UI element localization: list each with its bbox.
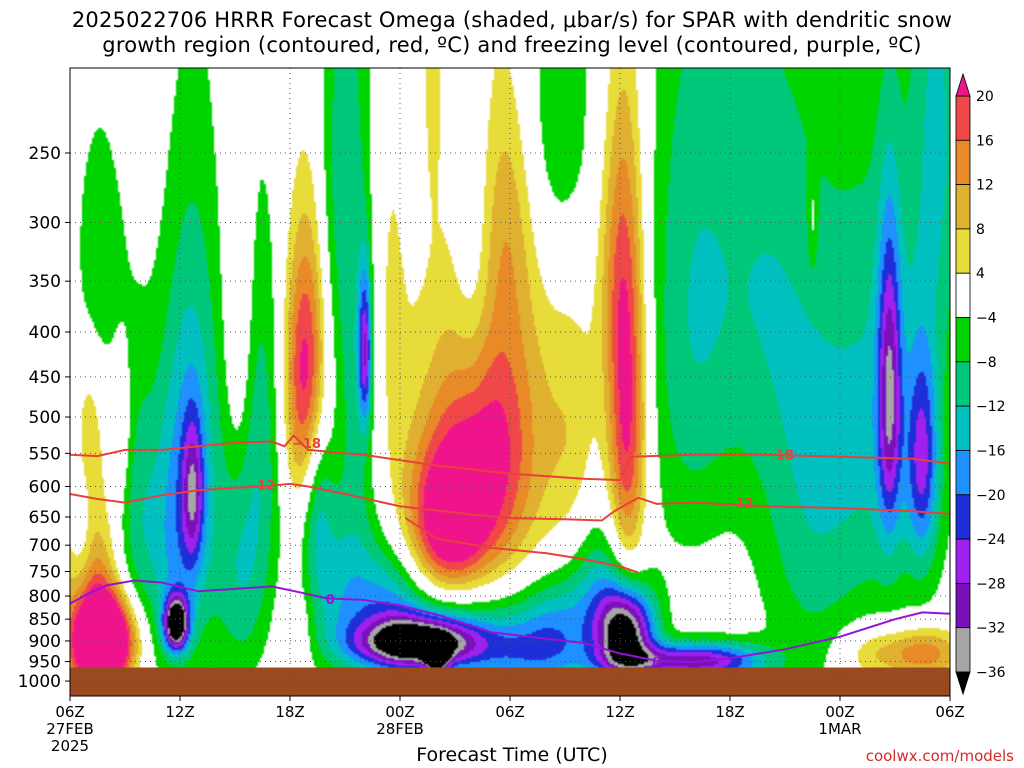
colorbar-bottom-arrow: [955, 671, 971, 696]
chart-title-line-2: growth region (contoured, red, ºC) and f…: [102, 33, 922, 57]
colorbar-label: −8: [976, 355, 997, 371]
colorbar-swatch: [955, 582, 971, 629]
x-tick-date-label: 1MAR: [818, 720, 861, 738]
colorbar-label: −16: [976, 443, 1006, 459]
y-tick-label: 550: [29, 444, 61, 464]
colorbar-label: 4: [976, 266, 985, 282]
contour-label: −18: [292, 437, 321, 452]
contour-line: [70, 579, 950, 664]
y-tick-label: 650: [29, 508, 61, 528]
y-tick-label: 600: [29, 477, 61, 497]
contour-line: [70, 434, 950, 482]
contour-line: [70, 482, 950, 522]
colorbar-label: −24: [976, 532, 1006, 548]
contour-label: −12: [246, 479, 275, 494]
y-tick-label: 700: [29, 536, 61, 556]
colorbar-swatch: [955, 95, 971, 141]
x-tick-date-label: 27FEB: [46, 720, 93, 738]
contour-label: 0: [652, 656, 661, 671]
y-tick-label: 250: [29, 144, 61, 164]
colorbar-swatch: [955, 361, 971, 407]
colorbar-label: −36: [976, 665, 1006, 681]
y-tick-label: 1000: [18, 672, 61, 692]
colorbar-swatch: [955, 228, 971, 274]
colorbar-label: −12: [976, 399, 1006, 415]
x-tick-label: 18Z: [275, 703, 304, 721]
colorbar-swatch: [955, 139, 971, 186]
y-tick-label: 350: [29, 272, 61, 292]
colorbar-label: −4: [976, 311, 997, 327]
x-tick-label: 06Z: [55, 703, 84, 721]
chart-title-line-1: 2025022706 HRRR Forecast Omega (shaded, …: [71, 8, 953, 32]
colorbar-label: 12: [976, 178, 994, 194]
colorbar-swatch: [955, 538, 971, 584]
x-tick-date-label: 28FEB: [376, 720, 423, 738]
y-tick-label: 450: [29, 368, 61, 388]
y-tick-label: 800: [29, 587, 61, 607]
colorbar-swatch: [955, 450, 971, 496]
contour-line: [404, 517, 639, 574]
x-tick-year-label: 2025: [51, 737, 89, 755]
y-tick-label: 300: [29, 213, 61, 233]
y-tick-label: 850: [29, 610, 61, 630]
contour-label: −18: [765, 449, 794, 464]
y-tick-label: 400: [29, 323, 61, 343]
colorbar-top-arrow: [955, 72, 971, 97]
colorbar-label: −20: [976, 488, 1006, 504]
colorbar-label: 8: [976, 222, 985, 238]
omega-shaded-field: [70, 68, 950, 696]
colorbar-label: −28: [976, 576, 1006, 592]
x-axis-title: Forecast Time (UTC): [416, 744, 608, 766]
x-tick-label: 00Z: [825, 703, 854, 721]
y-tick-label: 750: [29, 562, 61, 582]
colorbar-swatch: [955, 272, 971, 318]
colorbar-label: 16: [976, 133, 994, 149]
x-tick-label: 06Z: [495, 703, 524, 721]
ground-surface: [70, 667, 950, 696]
colorbar-label: 20: [976, 89, 994, 105]
x-tick-label: 12Z: [165, 703, 194, 721]
y-tick-label: 900: [29, 632, 61, 652]
contour-label: −12: [725, 497, 754, 512]
x-tick-label: 00Z: [385, 703, 414, 721]
colorbar-label: −32: [976, 621, 1006, 637]
x-tick-label: 18Z: [715, 703, 744, 721]
x-tick-label: 12Z: [605, 703, 634, 721]
y-tick-label: 950: [29, 653, 61, 673]
site-credit: coolwx.com/models: [865, 747, 1014, 765]
colorbar-swatch: [955, 627, 971, 673]
y-tick-label: 500: [29, 408, 61, 428]
colorbar-swatch: [955, 405, 971, 451]
x-tick-label: 06Z: [935, 703, 964, 721]
colorbar-swatch: [955, 184, 971, 230]
contour-label: 0: [326, 593, 335, 608]
colorbar-swatch: [955, 317, 971, 363]
colorbar-swatch: [955, 494, 971, 540]
